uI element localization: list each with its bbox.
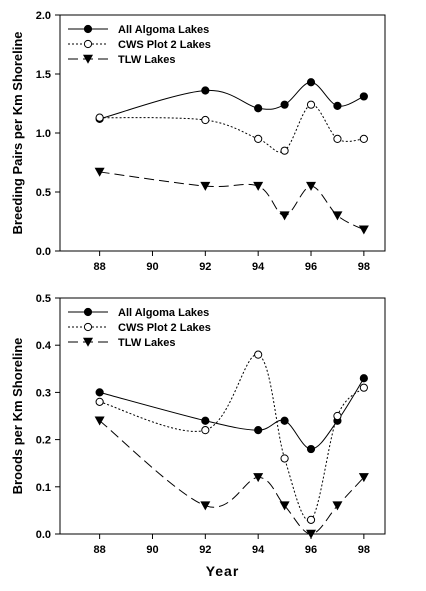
x-tick-label: 96 [305,544,317,556]
data-point [200,181,211,191]
x-tick-label: 94 [252,261,265,273]
x-tick-label: 88 [94,544,106,556]
data-point [95,113,104,122]
legend-marker [83,337,93,347]
x-tick-label: 92 [199,261,211,273]
y-axis-label: Broods per Km Shoreline [10,338,25,495]
x-tick-label: 92 [199,544,211,556]
x-tick-label: 98 [358,261,370,273]
series-filled-triangle-down [94,167,369,235]
data-point [306,444,316,454]
data-point [359,383,368,392]
data-point [201,115,210,125]
data-point [333,101,342,110]
x-tick-label: 90 [146,544,158,556]
series-filled-circle [95,374,368,454]
y-tick-label: 0.2 [36,435,51,447]
data-point [280,146,289,155]
chart-panel-2: 0.0 0.1 0.2 0.3 0.4 0.5 88 90 92 94 96 98 Broods per… [10,293,386,579]
series-filled-circle [95,78,368,123]
y-tick-label: 0.4 [36,340,52,352]
data-point [306,78,316,87]
legend-marker [83,39,93,49]
series-filled-triangle-down [94,416,369,539]
data-point [332,501,343,511]
x-tick-label: 94 [252,544,265,556]
data-point [279,211,290,221]
series-line [99,377,365,450]
data-point [254,426,263,435]
data-point [280,454,289,463]
data-point [94,167,105,177]
legend-marker [83,307,93,317]
data-point [306,515,316,524]
data-point [254,350,263,359]
x-tick-label: 98 [358,544,370,556]
data-point [280,100,289,109]
data-point [359,134,368,143]
legend-marker [83,322,93,332]
data-point [201,416,210,425]
y-tick-label: 1.5 [36,69,51,81]
data-point [254,104,263,113]
series-open-circle [95,350,368,524]
data-point [306,181,317,191]
y-axis-label: Breeding Pairs per Km Shoreline [10,31,25,234]
series-open-circle [95,100,368,155]
legend-label: All Algoma Lakes [118,307,209,319]
data-point [358,473,369,483]
legend-label: CWS Plot 2 Lakes [118,322,211,334]
legend-label: All Algoma Lakes [118,24,209,36]
legend-marker [83,24,93,34]
x-tick-label: 88 [94,261,106,273]
data-point [332,211,343,221]
y-tick-label: 0.3 [36,387,51,399]
y-tick-label: 0.5 [36,293,51,305]
data-point [358,225,369,235]
y-tick-label: 0.0 [36,529,51,541]
data-point [95,388,104,397]
y-tick-label: 0.0 [36,246,51,258]
plot-frame [59,297,386,535]
data-point [95,397,104,406]
data-point [200,501,211,511]
series-line [99,354,365,522]
data-point [94,416,105,426]
series-line [99,420,365,535]
legend-marker [83,54,93,64]
data-point [306,100,316,109]
data-point [359,92,368,101]
legend-label: CWS Plot 2 Lakes [118,39,211,51]
data-point [359,374,368,383]
data-point [333,134,342,143]
series-line [99,104,364,153]
x-axis-label: Year [206,563,240,579]
data-point [254,134,263,143]
data-point [279,501,290,511]
x-tick-label: 96 [305,261,317,273]
data-point [201,86,210,95]
data-point [306,529,317,539]
y-tick-label: 2.0 [36,10,51,22]
legend-label: TLW Lakes [118,54,175,66]
data-point [280,416,289,425]
y-tick-label: 0.1 [36,482,51,494]
data-point [253,181,264,191]
chart-panel-1: 0.0 0.5 1.0 1.5 2.0 88 90 92 94 96 98 Breeding Pair… [10,10,386,273]
series-line [99,81,365,120]
data-point [253,473,264,483]
legend-label: TLW Lakes [118,337,175,349]
series-line [99,171,365,231]
y-tick-label: 1.0 [36,128,51,140]
legend: All Algoma Lakes CWS Plot 2 Lakes TLW Lake… [68,307,211,349]
data-point [333,411,342,421]
y-tick-label: 0.5 [36,187,51,199]
legend: All Algoma Lakes CWS Plot 2 Lakes TLW Lake… [68,24,211,66]
data-point [201,426,210,435]
x-tick-label: 90 [146,261,158,273]
